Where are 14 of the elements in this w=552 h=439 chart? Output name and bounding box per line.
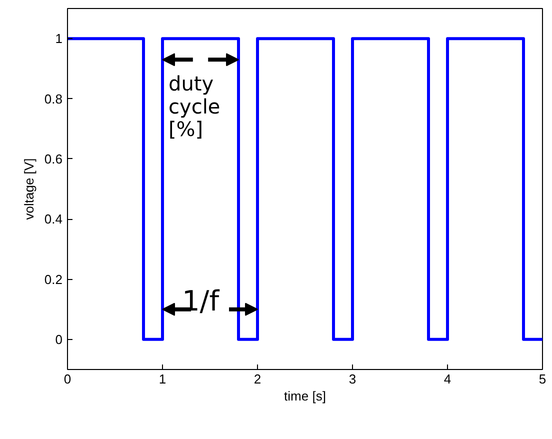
y-tick-label: 1 [55,31,63,46]
x-tick-label: 3 [348,372,356,386]
x-tick-label: 1 [158,372,166,386]
y-tick-label: 0.6 [44,151,63,166]
annotation: duty cycle [%] [168,72,220,142]
y-tick-label: 0.2 [44,272,63,287]
x-tick-label: 2 [254,372,262,386]
x-tick-label: 4 [444,372,452,386]
y-tick-label: 0.4 [44,212,63,227]
x-axis-title: time [s] [284,388,326,404]
y-axis-title: voltage [V] [21,158,36,220]
x-tick-label: 5 [538,372,546,386]
y-tick-label: 0 [55,332,63,347]
y-tick-label: 0.8 [44,91,63,106]
